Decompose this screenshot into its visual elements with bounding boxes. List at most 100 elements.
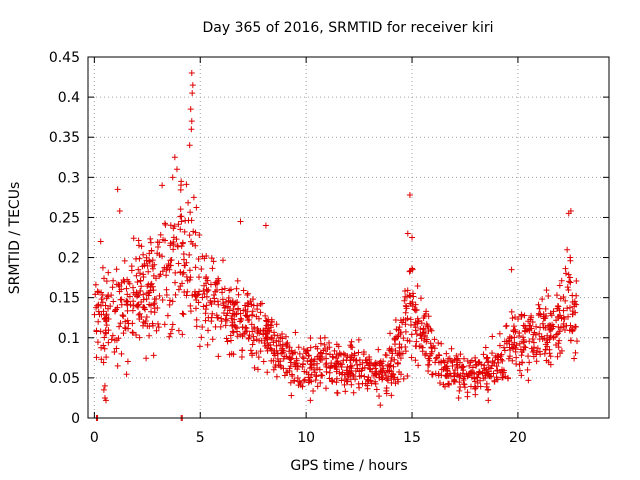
data-point: [323, 360, 330, 367]
data-point: [488, 373, 495, 380]
data-point: [178, 218, 185, 225]
data-point: [316, 366, 323, 373]
data-point: [105, 292, 112, 299]
data-point: [456, 387, 463, 394]
data-point: [138, 298, 145, 305]
data-point: [214, 298, 221, 305]
data-point: [161, 321, 168, 328]
data-point: [166, 333, 173, 340]
data-point: [408, 354, 415, 361]
data-point: [461, 384, 468, 391]
data-point: [431, 336, 438, 343]
data-point: [235, 291, 242, 298]
data-point: [163, 286, 170, 293]
data-point: [268, 346, 275, 353]
data-point: [155, 324, 162, 331]
data-point: [269, 335, 276, 342]
data-point: [466, 362, 473, 369]
data-point: [418, 320, 425, 327]
data-point: [526, 322, 533, 329]
data-point: [98, 296, 105, 303]
data-point: [229, 322, 236, 329]
data-point: [400, 375, 407, 382]
data-point: [564, 246, 571, 253]
data-point: [407, 292, 414, 299]
data-point: [513, 354, 520, 361]
data-point: [103, 397, 110, 404]
data-point: [407, 321, 414, 328]
data-point: [516, 367, 523, 374]
data-point: [477, 383, 484, 390]
data-point: [389, 370, 396, 377]
data-point: [94, 302, 101, 309]
data-point: [109, 284, 116, 291]
data-point: [567, 257, 574, 264]
data-point: [238, 317, 245, 324]
data-point: [443, 350, 450, 357]
data-point: [237, 331, 244, 338]
data-point: [536, 305, 543, 312]
data-point: [419, 344, 426, 351]
data-point: [150, 272, 157, 279]
data-point: [386, 345, 393, 352]
data-point: [133, 302, 140, 309]
data-point: [170, 246, 177, 253]
data-point: [263, 317, 270, 324]
data-point: [210, 258, 217, 265]
data-point: [424, 361, 431, 368]
data-point: [292, 329, 299, 336]
x-axis-title: GPS time / hours: [290, 458, 407, 474]
data-point: [489, 350, 496, 357]
data-point: [140, 291, 147, 298]
data-point: [254, 302, 261, 309]
data-point: [511, 334, 518, 341]
data-point: [415, 362, 422, 369]
data-point: [174, 243, 181, 250]
data-point: [482, 344, 489, 351]
data-point: [389, 350, 396, 357]
plot-frame: [87, 56, 610, 419]
data-point: [226, 287, 233, 294]
data-point: [310, 358, 317, 365]
data-point: [511, 339, 518, 346]
data-point: [137, 270, 144, 277]
data-point: [199, 294, 206, 301]
data-point: [556, 337, 563, 344]
data-point: [410, 293, 417, 300]
data-point: [372, 378, 379, 385]
data-point: [562, 265, 569, 272]
data-point: [143, 313, 150, 320]
data-point: [228, 315, 235, 322]
data-point: [565, 313, 572, 320]
data-point: [350, 389, 357, 396]
data-point: [208, 314, 215, 321]
x-tick-label: 15: [403, 430, 421, 446]
data-point: [156, 239, 163, 246]
data-point: [435, 372, 442, 379]
data-point: [169, 321, 176, 328]
data-point: [186, 142, 193, 149]
data-point: [536, 330, 543, 337]
data-point: [553, 292, 560, 299]
data-point: [182, 217, 189, 224]
data-point: [414, 282, 421, 289]
data-point: [228, 350, 235, 357]
data-point: [212, 323, 219, 330]
data-point: [215, 353, 222, 360]
data-point: [322, 345, 329, 352]
data-point: [172, 279, 179, 286]
data-point: [459, 364, 466, 371]
data-point: [172, 291, 179, 298]
data-point: [300, 360, 307, 367]
data-point: [379, 376, 386, 383]
data-point: [100, 359, 107, 366]
data-point: [244, 317, 251, 324]
data-point: [561, 327, 568, 334]
data-point: [348, 367, 355, 374]
data-point: [401, 297, 408, 304]
data-point: [241, 302, 248, 309]
data-point: [406, 191, 413, 198]
data-point: [544, 332, 551, 339]
data-point: [436, 380, 443, 387]
data-point: [340, 350, 347, 357]
